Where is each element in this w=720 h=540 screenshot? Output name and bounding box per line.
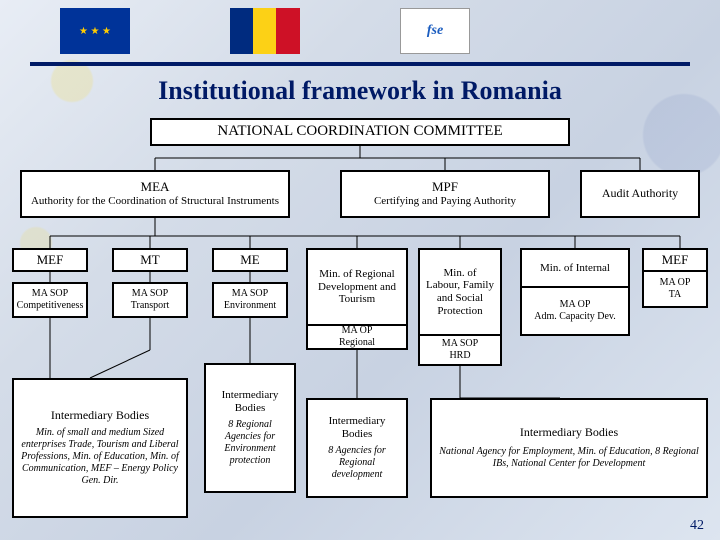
box-audit: Audit Authority <box>580 170 700 218</box>
col7-head: MEF <box>642 248 708 272</box>
ib4-title: Intermediary Bodies <box>314 415 400 440</box>
mpf-title: MPF <box>432 180 458 195</box>
ib-col4: Intermediary Bodies 8 Agencies for Regio… <box>306 398 408 498</box>
ib3-title: Intermediary Bodies <box>212 389 288 414</box>
ib1-text: Min. of small and medium Sized enterpris… <box>20 427 180 487</box>
col3-sub-l2: Environment <box>224 300 276 312</box>
ib4-text: 8 Agencies for Regional development <box>314 445 400 481</box>
col6-head: Min. of Internal <box>520 248 630 288</box>
col4-sub: MA OP Regional <box>306 326 408 350</box>
col7-head-label: MEF <box>662 253 689 268</box>
logo-fse: fse <box>400 8 470 54</box>
col7-sub-l2: TA <box>669 289 682 301</box>
ib-col5: Intermediary Bodies National Agency for … <box>430 398 708 498</box>
col1-head: MEF <box>12 248 88 272</box>
col6-sub: MA OP Adm. Capacity Dev. <box>520 288 630 336</box>
ib1-title: Intermediary Bodies <box>51 409 149 423</box>
col4-sub-l1: MA OP <box>342 325 373 337</box>
box-mea: MEA Authority for the Coordination of St… <box>20 170 290 218</box>
col3-sub-l1: MA SOP <box>232 288 268 300</box>
ib-col1: Intermediary Bodies Min. of small and me… <box>12 378 188 518</box>
col6-head-label: Min. of Internal <box>540 262 610 275</box>
col3-head-label: ME <box>240 253 260 268</box>
logo-romania-coat <box>230 8 300 54</box>
col5-head-label: Min. of Labour, Family and Social Protec… <box>426 267 494 318</box>
col7-sub: MA OP TA <box>642 272 708 308</box>
col5-head: Min. of Labour, Family and Social Protec… <box>418 248 502 336</box>
col5-sub-l2: HRD <box>449 350 470 362</box>
col4-head: Min. of Regional Development and Tourism <box>306 248 408 326</box>
col1-sub-l1: MA SOP <box>32 288 68 300</box>
col2-head: MT <box>112 248 188 272</box>
ib3-text: 8 Regional Agencies for Environment prot… <box>212 419 288 467</box>
box-mpf: MPF Certifying and Paying Authority <box>340 170 550 218</box>
col2-sub-l1: MA SOP <box>132 288 168 300</box>
col1-sub-l2: Competitiveness <box>17 300 84 312</box>
col2-head-label: MT <box>140 253 160 268</box>
mpf-sub: Certifying and Paying Authority <box>374 195 516 208</box>
col5-sub-l1: MA SOP <box>442 338 478 350</box>
col6-sub-l1: MA OP <box>560 299 591 311</box>
ib-col3: Intermediary Bodies 8 Regional Agencies … <box>204 363 296 493</box>
header-logos: fse <box>0 0 720 60</box>
col6-sub-l2: Adm. Capacity Dev. <box>534 311 616 323</box>
mea-sub: Authority for the Coordination of Struct… <box>31 195 279 208</box>
audit-label: Audit Authority <box>602 187 678 201</box>
col3-sub: MA SOP Environment <box>212 282 288 318</box>
col4-head-label: Min. of Regional Development and Tourism <box>314 268 400 306</box>
col3-head: ME <box>212 248 288 272</box>
ib5-text: National Agency for Employment, Min. of … <box>438 446 700 470</box>
ib5-title: Intermediary Bodies <box>520 426 618 440</box>
mea-title: MEA <box>141 180 170 195</box>
col1-head-label: MEF <box>37 253 64 268</box>
col5-sub: MA SOP HRD <box>418 336 502 366</box>
ncc-label: NATIONAL COORDINATION COMMITTEE <box>217 123 502 140</box>
page-title: Institutional framework in Romania <box>0 76 720 106</box>
col4-sub-l2: Regional <box>339 337 375 349</box>
col7-sub-l1: MA OP <box>660 277 691 289</box>
logo-eu-flag <box>60 8 130 54</box>
col1-sub: MA SOP Competitiveness <box>12 282 88 318</box>
box-ncc: NATIONAL COORDINATION COMMITTEE <box>150 118 570 146</box>
diagram: NATIONAL COORDINATION COMMITTEE MEA Auth… <box>0 118 720 528</box>
col2-sub-l2: Transport <box>131 300 170 312</box>
header-rule <box>30 62 690 66</box>
page-number: 42 <box>690 518 704 534</box>
col2-sub: MA SOP Transport <box>112 282 188 318</box>
